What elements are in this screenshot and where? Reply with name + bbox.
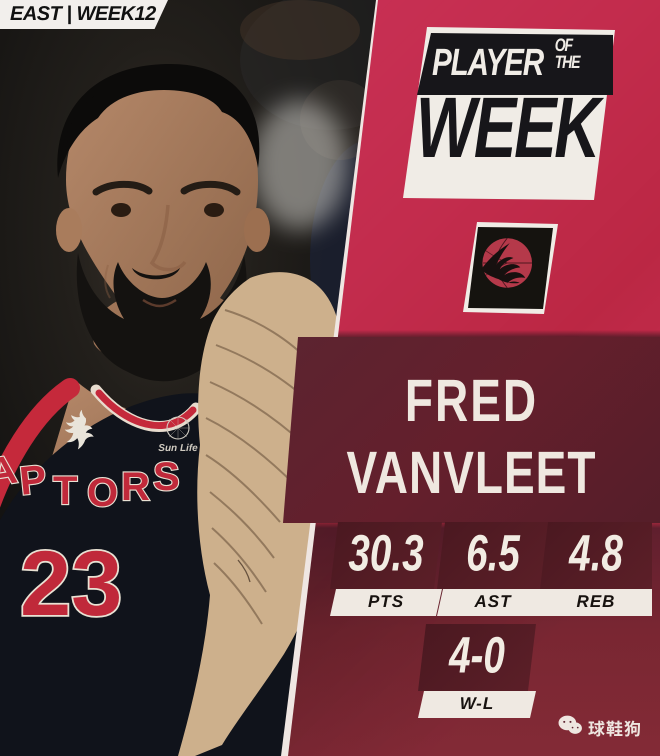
svg-text:23: 23 <box>20 533 122 635</box>
svg-text:Sun Life: Sun Life <box>158 443 198 454</box>
svg-text:T: T <box>53 469 77 513</box>
svg-text:P: P <box>17 457 48 504</box>
svg-text:S: S <box>153 455 180 499</box>
svg-text:O: O <box>87 471 118 515</box>
svg-text:R: R <box>121 465 150 509</box>
